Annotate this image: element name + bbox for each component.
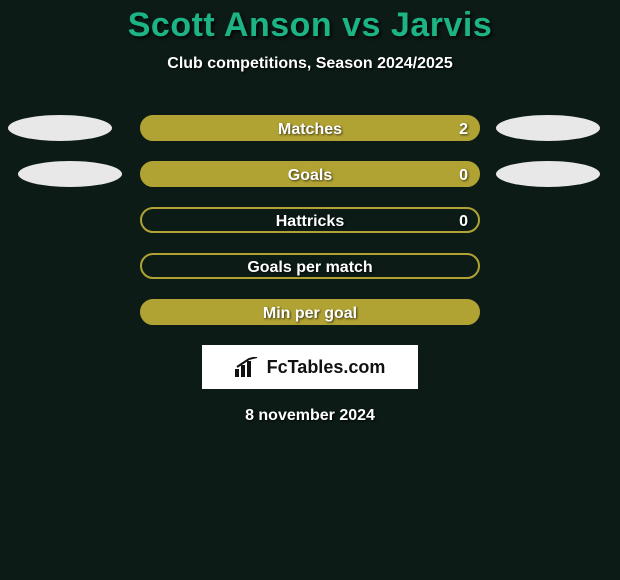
comparison-infographic: Scott Anson vs Jarvis Club competitions,… [0, 0, 620, 580]
page-subtitle: Club competitions, Season 2024/2025 [0, 55, 620, 73]
stat-value: 2 [459, 117, 468, 143]
page-title: Scott Anson vs Jarvis [0, 0, 620, 45]
stat-bar: Hattricks0 [140, 207, 480, 233]
right-value-ellipse [496, 115, 600, 141]
stat-row: Min per goal [0, 299, 620, 325]
stat-bar: Goals per match [140, 253, 480, 279]
left-value-ellipse [18, 161, 122, 187]
footer-logo: FcTables.com [202, 345, 418, 389]
stat-bar: Goals0 [140, 161, 480, 187]
stat-label: Goals [142, 163, 478, 189]
stat-label: Min per goal [142, 301, 478, 327]
stat-row: Hattricks0 [0, 207, 620, 233]
right-value-ellipse [496, 161, 600, 187]
stat-bar: Matches2 [140, 115, 480, 141]
stat-label: Matches [142, 117, 478, 143]
footer-logo-text: FcTables.com [267, 357, 386, 378]
stat-bar: Min per goal [140, 299, 480, 325]
stat-value: 0 [459, 209, 468, 235]
stat-label: Hattricks [142, 209, 478, 235]
stat-row: Goals per match [0, 253, 620, 279]
stat-label: Goals per match [142, 255, 478, 281]
footer-date: 8 november 2024 [0, 407, 620, 425]
stat-value: 0 [459, 163, 468, 189]
chart-icon [235, 357, 261, 377]
stats-area: Matches2Goals0Hattricks0Goals per matchM… [0, 115, 620, 325]
stat-row: Goals0 [0, 161, 620, 187]
stat-row: Matches2 [0, 115, 620, 141]
left-value-ellipse [8, 115, 112, 141]
